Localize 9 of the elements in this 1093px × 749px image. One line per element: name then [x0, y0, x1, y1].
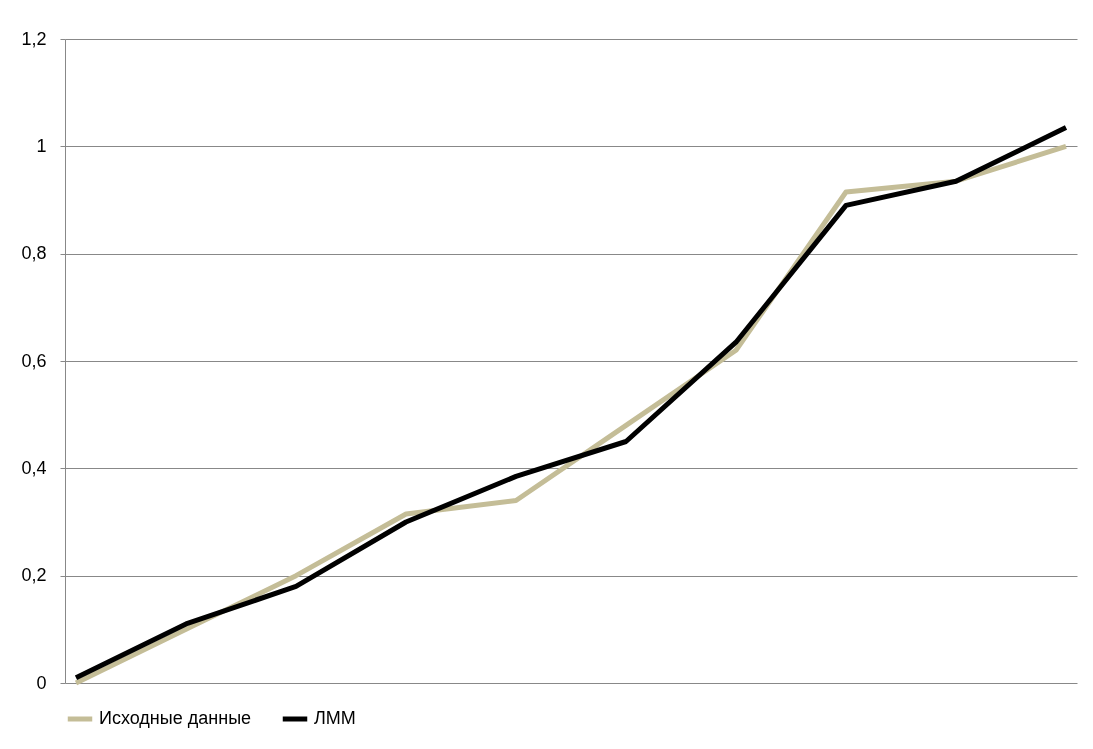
legend-label: Исходные данные: [99, 708, 252, 728]
y-tick-label: 0: [36, 672, 47, 693]
legend-label: ЛММ: [314, 708, 356, 728]
y-tick-label: 0,4: [21, 457, 47, 478]
y-tick-label: 1: [36, 135, 47, 156]
y-tick-label: 1,2: [21, 28, 47, 49]
y-tick-label: 0,8: [21, 243, 47, 264]
y-tick-label: 0,2: [21, 565, 47, 586]
y-tick-label: 0,6: [21, 350, 47, 371]
